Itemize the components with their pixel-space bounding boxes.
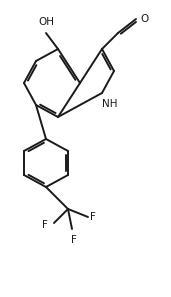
Text: NH: NH (102, 99, 117, 109)
Text: F: F (90, 212, 96, 222)
Text: O: O (140, 14, 148, 24)
Text: F: F (71, 235, 77, 245)
Text: OH: OH (38, 17, 54, 27)
Text: F: F (42, 220, 48, 230)
